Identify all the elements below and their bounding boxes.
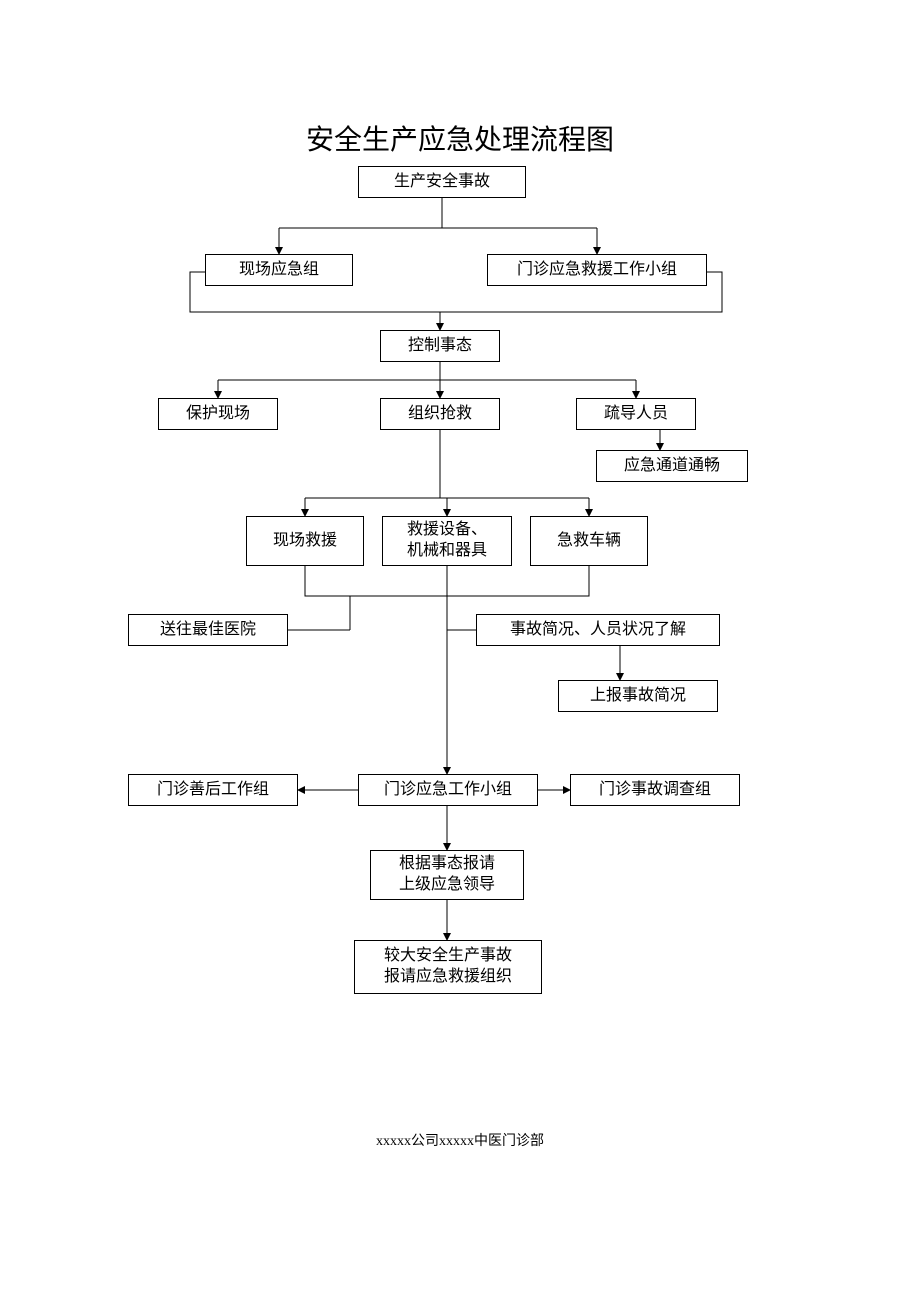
diagram-title: 安全生产应急处理流程图 [0,118,920,158]
flowchart-node-n12: 送往最佳医院 [128,614,288,646]
flowchart-node-n18: 根据事态报请 上级应急领导 [370,850,524,900]
flowchart-node-n8: 应急通道通畅 [596,450,748,482]
flowchart-node-n16: 门诊应急工作小组 [358,774,538,806]
flowchart-node-n1: 生产安全事故 [358,166,526,198]
flowchart-node-n13: 事故简况、人员状况了解 [476,614,720,646]
flowchart-node-n10: 救援设备、 机械和器具 [382,516,512,566]
flowchart-node-n7: 疏导人员 [576,398,696,430]
flowchart-node-n15: 门诊善后工作组 [128,774,298,806]
flowchart-node-n14: 上报事故简况 [558,680,718,712]
flowchart-node-n6: 组织抢救 [380,398,500,430]
flowchart-node-n4: 控制事态 [380,330,500,362]
flowchart-node-n17: 门诊事故调查组 [570,774,740,806]
flowchart-node-n5: 保护现场 [158,398,278,430]
flowchart-node-n19: 较大安全生产事故 报请应急救援组织 [354,940,542,994]
footer-text: xxxxx公司xxxxx中医门诊部 [0,1130,920,1150]
flowchart-node-n2: 现场应急组 [205,254,353,286]
flowchart-node-n11: 急救车辆 [530,516,648,566]
flowchart-node-n3: 门诊应急救援工作小组 [487,254,707,286]
page: 安全生产应急处理流程图 生产安全事故现场应急组 门诊应急救援工作小组控制事态保护现… [0,0,920,1301]
flowchart-node-n9: 现场救援 [246,516,364,566]
